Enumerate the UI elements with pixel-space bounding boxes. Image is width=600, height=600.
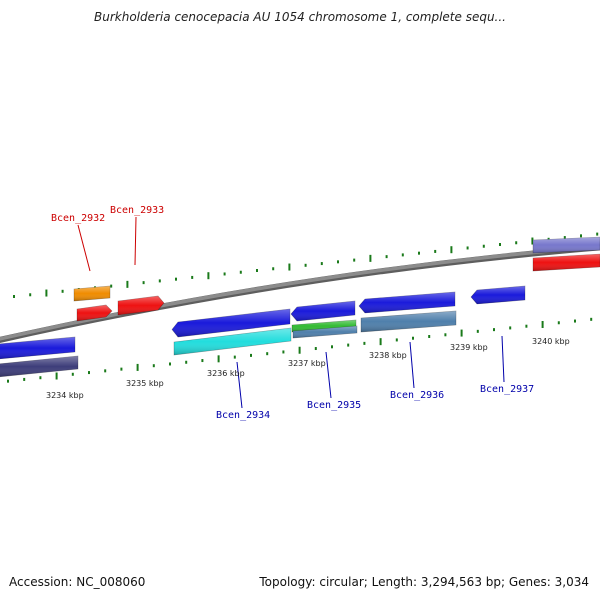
- leader-line: [236, 361, 243, 409]
- gene-right-top[interactable]: [532, 253, 600, 272]
- scale-label: 3234 kbp: [46, 391, 84, 400]
- leader-line: [134, 216, 137, 266]
- leader-line: [325, 351, 332, 399]
- gene-bcen-2932[interactable]: [76, 304, 113, 322]
- leader-line: [77, 224, 91, 272]
- scale-label: 3236 kbp: [207, 369, 245, 378]
- topology-text: Topology: circular; Length: 3,294,563 bp…: [259, 575, 589, 589]
- labels: Bcen_2932 Bcen_2933 Bcen_2934 Bcen_2935 Bcen…: [46, 205, 570, 421]
- scale-label: 3235 kbp: [126, 379, 164, 388]
- gene-bcen-2934[interactable]: [171, 308, 291, 338]
- scale-label: 3240 kbp: [532, 337, 570, 346]
- gene-label[interactable]: Bcen_2932: [51, 213, 105, 224]
- gene-label[interactable]: Bcen_2933: [110, 205, 164, 216]
- gene-bcen-2932-band[interactable]: [73, 285, 111, 302]
- gene-features: [0, 236, 600, 378]
- gene-left-blue[interactable]: [0, 336, 76, 360]
- accession-text: Accession: NC_008060: [9, 575, 146, 589]
- gene-bcen-2936-band[interactable]: [360, 310, 457, 333]
- gene-bcen-2933[interactable]: [117, 295, 165, 316]
- gene-bcen-2935[interactable]: [290, 300, 356, 322]
- scale-label: 3237 kbp: [288, 359, 326, 368]
- gene-label[interactable]: Bcen_2934: [216, 410, 270, 421]
- gene-left-navy[interactable]: [0, 355, 79, 378]
- backbone-arc: [0, 244, 600, 341]
- leader-line: [501, 335, 505, 383]
- scale-ticks: [7, 232, 599, 383]
- gene-label[interactable]: Bcen_2936: [390, 390, 444, 401]
- gene-bcen-2934-band[interactable]: [173, 327, 292, 356]
- leader-line: [409, 341, 415, 389]
- gene-bcen-2935-steel[interactable]: [292, 325, 358, 339]
- backbone: [0, 244, 600, 343]
- scale-label: 3238 kbp: [369, 351, 407, 360]
- gene-bcen-2936[interactable]: [358, 291, 456, 314]
- scale-label: 3239 kbp: [450, 343, 488, 352]
- gene-label[interactable]: Bcen_2937: [480, 384, 534, 395]
- gene-bcen-2937[interactable]: [470, 285, 526, 305]
- gene-label[interactable]: Bcen_2935: [307, 400, 361, 411]
- gene-right-top-band[interactable]: [532, 236, 600, 254]
- page-title: Burkholderia cenocepacia AU 1054 chromos…: [94, 10, 506, 24]
